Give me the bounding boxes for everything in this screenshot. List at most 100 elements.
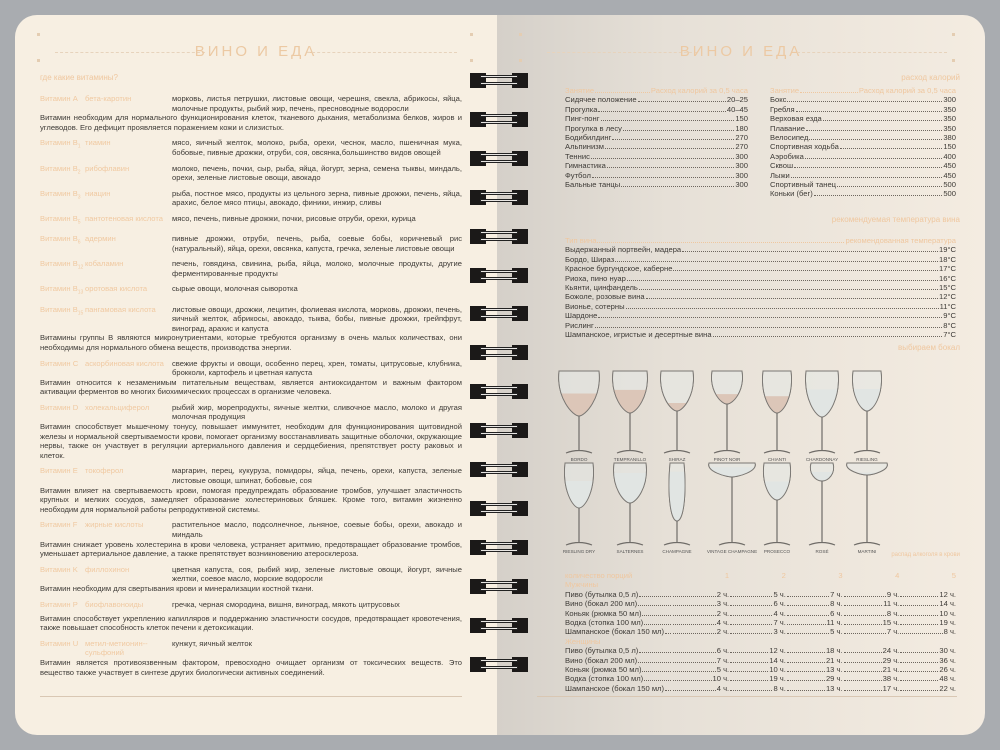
table-cell: 8 ч.	[786, 599, 843, 608]
table-row: Шампанское (бокал 150 мл) 4 ч. 8 ч. 13 ч. 17…	[565, 684, 956, 693]
table-cell: 270	[735, 133, 748, 143]
dot-leader	[673, 665, 716, 672]
glasses-illustration	[558, 370, 888, 546]
table-row: Шардоне 9°C	[565, 311, 956, 320]
dot-leader	[843, 599, 883, 607]
table-row: Бордо, Шираз 18°C	[565, 255, 956, 264]
cell-text: 8 ч.	[886, 608, 900, 618]
cell-text: 48 ч.	[939, 674, 957, 684]
glass-name: BORDO	[570, 457, 588, 462]
vitamin-subscript: 3	[77, 194, 81, 201]
corner-mark	[952, 33, 955, 36]
table-cell: Тип вина	[565, 236, 597, 245]
table-row: Прогулка 40–45	[565, 105, 748, 114]
cell-text: 7 ч.	[830, 589, 843, 599]
table-cell: 8 ч.	[899, 627, 956, 636]
table-cell: 300	[735, 161, 748, 171]
dot-leader	[730, 656, 769, 663]
vitamin-row: Витамин B3 ниацин рыба, постное мясо, прод…	[40, 189, 462, 208]
table-cell: Красное бургундское, каберне	[565, 264, 673, 274]
table-cell: 6 ч.	[786, 609, 843, 618]
table-cell: 26 ч.	[899, 665, 956, 674]
vitamin-subscript: 1	[77, 143, 81, 150]
dot-leader	[730, 618, 773, 625]
dot-leader	[598, 105, 726, 112]
dot-leader	[730, 646, 769, 654]
dot-leader	[900, 609, 939, 616]
wine-glass-champagne	[663, 462, 691, 546]
table-cell: 7°C	[943, 330, 956, 340]
spiral-ring	[470, 228, 528, 244]
vitamin-letter: Витамин B	[40, 304, 78, 314]
spiral-ring	[470, 539, 528, 555]
ring-wire	[480, 471, 518, 474]
spiral-ring	[470, 617, 528, 633]
cell-text: 10 ч.	[712, 674, 730, 684]
vitamin-name: бета-каротин	[85, 94, 132, 103]
table-cell: 19 ч.	[899, 618, 956, 627]
wine-glass-riesling-dry	[564, 462, 594, 546]
cell-text: 12 ч.	[939, 589, 957, 599]
glass-name: SALTERNES	[616, 549, 644, 554]
table-row: Велосипед 380	[770, 133, 956, 142]
vitamin-name: адермин	[85, 234, 116, 244]
section-label: расход калорий	[901, 73, 960, 82]
header-cell: 5	[951, 571, 957, 580]
table-row: Тип вина рекомендованная температура	[565, 236, 956, 245]
vitamin-letter: Витамин B	[40, 259, 78, 269]
spiral-ring	[470, 500, 528, 516]
cell-text: 29 ч.	[882, 655, 900, 665]
cell-text: Водка (стопка 100 мл)	[565, 618, 644, 628]
vitamin-label: Витамин B2	[40, 164, 85, 183]
dot-leader	[822, 114, 943, 122]
vitamin-subscript: 6	[77, 239, 81, 246]
vitamin-name: кобаламин	[85, 259, 124, 269]
cell-text: Водка (стопка 100 мл)	[565, 674, 644, 684]
dot-leader	[595, 86, 650, 93]
group-label: Мужчины	[565, 580, 599, 590]
ring-wire	[480, 315, 518, 319]
ring-wire	[480, 619, 518, 623]
dot-leader	[839, 142, 943, 150]
vitamin-name: биофлавоноиды	[85, 599, 144, 609]
ring-wire	[480, 276, 518, 280]
dot-leader	[673, 646, 716, 654]
corner-mark	[952, 59, 955, 62]
table-cell: 300	[735, 170, 748, 180]
vitamin-description: Витамины группы B являются микронутриент…	[40, 333, 462, 352]
table-cell: Шампанское, игристые и десертные вина	[565, 330, 712, 340]
table-row: Шампанское, игристые и десертные вина 7°C	[565, 330, 956, 339]
table-cell: 10 ч.	[672, 674, 729, 683]
dot-leader	[786, 656, 825, 663]
table-cell: 4 ч.	[729, 609, 786, 618]
vitamin-label: Витамин B3	[40, 189, 85, 208]
cell-text: 3 ч.	[773, 627, 786, 637]
dot-leader	[843, 609, 886, 616]
vitamin-label: Витамин K	[40, 565, 85, 584]
table-cell: 29 ч.	[786, 674, 843, 683]
cell-text: 38 ч.	[882, 674, 900, 684]
cell-text: 14 ч.	[769, 655, 786, 665]
wine-glass-prosecco	[763, 462, 791, 546]
section-label: рекомендуемая температура вина	[831, 215, 960, 224]
table-row: Прогулка в лесу 180	[565, 124, 748, 133]
table-cell: 14 ч.	[729, 656, 786, 665]
vitamin-block: Витамин B15 пангамовая кислота листовые ов…	[40, 305, 462, 353]
table-cell: 22 ч.	[899, 684, 956, 693]
table-row: Божоле, розовые вина 12°C	[565, 292, 956, 301]
vitamin-block: Витамин A бета-каротин морковь, листья пет…	[40, 94, 462, 132]
dot-leader	[804, 152, 943, 159]
table-cell: 17 ч.	[843, 684, 899, 693]
vitamin-block: Витамин B5 пантотеновая кислота мясо, пече…	[40, 214, 462, 228]
dot-leader	[730, 665, 769, 672]
table-cell: 2 ч.	[672, 627, 729, 636]
table-cell: 18 ч.	[786, 646, 843, 655]
ring-wire	[480, 626, 518, 630]
table-row: Кьянти, цинфандель 15°C	[565, 283, 956, 292]
header-cell: 3	[838, 571, 843, 580]
table-cell: Альпинизм	[565, 142, 604, 152]
spiral-ring	[470, 578, 528, 594]
dot-leader	[900, 665, 939, 672]
vitamin-row: Витамин A бета-каротин морковь, листья пет…	[40, 94, 462, 113]
dot-leader	[786, 590, 830, 597]
